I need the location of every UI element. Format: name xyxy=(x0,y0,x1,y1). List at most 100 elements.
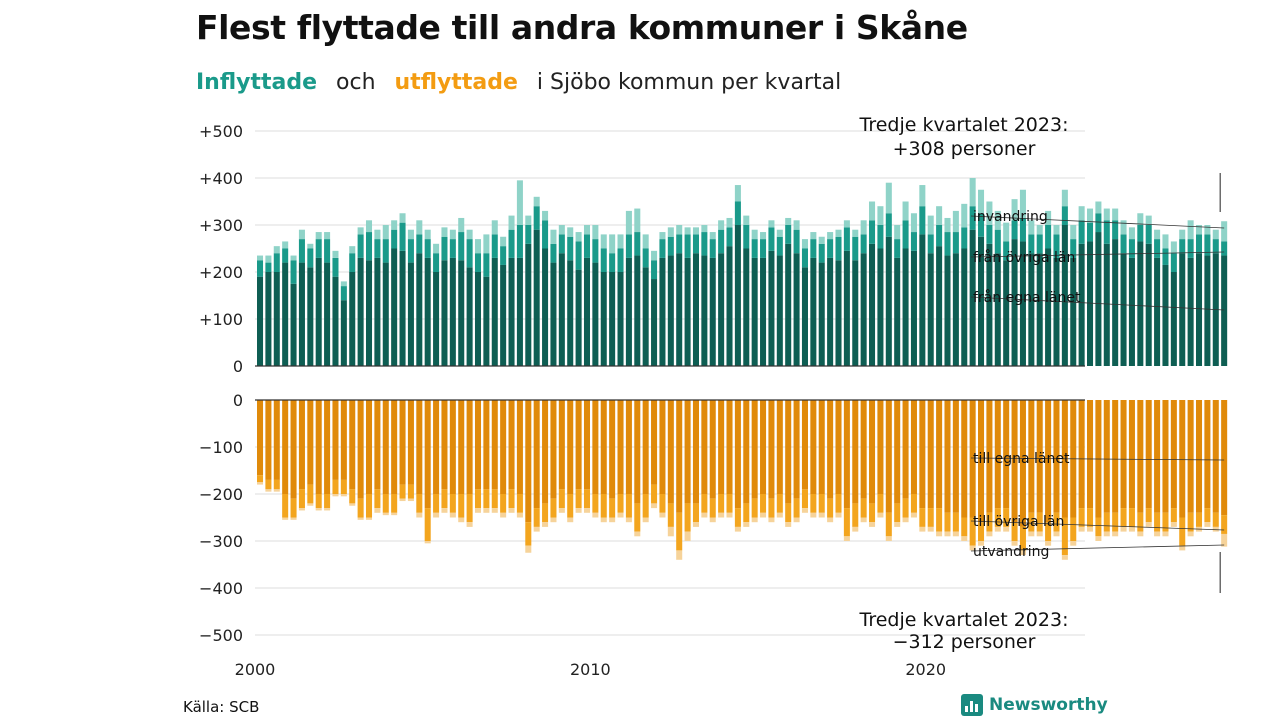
bar-immigration xyxy=(734,185,741,202)
bar-immigration xyxy=(827,232,834,240)
bar-emigration xyxy=(516,512,523,518)
bar-emigration xyxy=(726,512,733,518)
bar-outflow-own-county xyxy=(433,400,440,494)
bar-immigration xyxy=(617,234,624,249)
bar-emigration xyxy=(483,508,490,513)
bar-immigration xyxy=(1128,227,1135,240)
bar-inflow-own-county xyxy=(927,253,934,366)
bar-emigration xyxy=(533,526,540,532)
bar-emigration xyxy=(978,541,985,546)
bar-inflow-other-counties xyxy=(407,239,414,263)
bar-emigration xyxy=(760,512,767,518)
bar-outflow-other-counties xyxy=(1179,517,1186,546)
y-tick-label: +300 xyxy=(199,216,243,235)
bar-inflow-own-county xyxy=(726,246,733,366)
bar-inflow-own-county xyxy=(1087,241,1094,366)
bar-inflow-other-counties xyxy=(843,227,850,251)
bar-immigration xyxy=(382,225,389,240)
bar-inflow-other-counties xyxy=(441,236,448,261)
bar-outflow-own-county xyxy=(458,400,465,494)
bar-outflow-other-counties xyxy=(407,484,414,499)
bar-outflow-other-counties xyxy=(1036,512,1043,532)
bar-outflow-other-counties xyxy=(843,508,850,537)
bar-outflow-own-county xyxy=(449,400,456,494)
bar-inflow-other-counties xyxy=(701,232,708,256)
bar-inflow-other-counties xyxy=(751,239,758,258)
bar-outflow-own-county xyxy=(474,400,482,490)
bar-emigration xyxy=(265,489,272,492)
bar-emigration xyxy=(282,517,289,520)
bar-emigration xyxy=(349,503,356,506)
bar-inflow-other-counties xyxy=(986,225,993,244)
bar-inflow-own-county xyxy=(416,253,423,366)
bar-outflow-other-counties xyxy=(433,494,440,513)
bar-emigration xyxy=(1187,531,1194,537)
bar-outflow-other-counties xyxy=(550,498,557,518)
bar-inflow-other-counties xyxy=(466,239,473,268)
bar-emigration xyxy=(365,517,373,520)
bar-emigration xyxy=(701,512,708,518)
bar-outflow-own-county xyxy=(793,400,800,499)
bar-outflow-other-counties xyxy=(600,494,607,518)
bar-outflow-own-county xyxy=(978,400,985,523)
series-label-outflow-other-counties: till övriga län xyxy=(973,514,1064,530)
bar-inflow-own-county xyxy=(760,257,767,366)
bar-immigration xyxy=(592,225,599,240)
bar-immigration xyxy=(1028,220,1035,235)
bar-emigration xyxy=(877,512,884,518)
bar-inflow-own-county xyxy=(567,260,574,366)
bar-inflow-own-county xyxy=(257,276,264,366)
bar-inflow-own-county xyxy=(936,246,943,366)
bar-emigration xyxy=(357,517,364,520)
bar-outflow-other-counties xyxy=(969,517,976,546)
bar-emigration xyxy=(785,522,792,527)
bar-inflow-other-counties xyxy=(458,232,465,261)
bar-inflow-other-counties xyxy=(718,229,725,254)
series-label-leader xyxy=(970,215,1225,229)
bar-inflow-own-county xyxy=(382,262,389,366)
bar-inflow-other-counties xyxy=(919,206,926,235)
bar-inflow-own-county xyxy=(282,262,289,366)
y-tick-label: −100 xyxy=(199,438,243,457)
bar-inflow-other-counties xyxy=(592,239,599,263)
bar-inflow-own-county xyxy=(869,243,876,366)
bar-outflow-own-county xyxy=(785,400,792,504)
bar-outflow-other-counties xyxy=(391,494,398,513)
bar-outflow-other-counties xyxy=(684,503,691,532)
bar-immigration xyxy=(709,232,716,240)
bar-emigration xyxy=(1011,541,1018,546)
bar-outflow-own-county xyxy=(986,400,993,513)
bar-outflow-own-county xyxy=(701,400,708,494)
bar-outflow-other-counties xyxy=(894,503,901,523)
bar-immigration xyxy=(927,215,934,235)
bar-outflow-other-counties xyxy=(692,503,699,523)
bar-outflow-other-counties xyxy=(927,508,934,527)
bar-inflow-other-counties xyxy=(257,260,264,277)
bar-emigration xyxy=(1154,531,1161,537)
bar-inflow-own-county xyxy=(1019,241,1026,366)
bar-emigration xyxy=(374,508,381,513)
bar-inflow-own-county xyxy=(525,243,532,366)
bar-outflow-other-counties xyxy=(1128,508,1135,527)
bar-outflow-own-county xyxy=(424,400,431,509)
bar-inflow-own-county xyxy=(491,257,498,366)
bar-inflow-own-county xyxy=(424,257,431,366)
bar-outflow-own-county xyxy=(617,400,624,494)
bar-outflow-own-county xyxy=(709,400,716,499)
bar-outflow-other-counties xyxy=(952,512,959,532)
bar-inflow-own-county xyxy=(667,255,674,366)
bar-immigration xyxy=(801,239,808,249)
bar-immigration xyxy=(533,196,540,207)
bar-inflow-other-counties xyxy=(625,234,632,258)
bar-outflow-own-county xyxy=(1212,400,1219,513)
bar-inflow-other-counties xyxy=(936,225,943,247)
bar-immigration xyxy=(877,206,884,225)
bar-immigration xyxy=(1120,220,1127,235)
source-note: Källa: SCB xyxy=(183,698,260,716)
bar-emigration xyxy=(1095,536,1102,541)
bar-outflow-own-county xyxy=(332,400,339,480)
bar-immigration xyxy=(651,250,658,261)
bar-outflow-own-county xyxy=(734,400,741,509)
bar-outflow-own-county xyxy=(391,400,398,494)
series-label-inflow-own-county: från egna länet xyxy=(973,289,1081,306)
